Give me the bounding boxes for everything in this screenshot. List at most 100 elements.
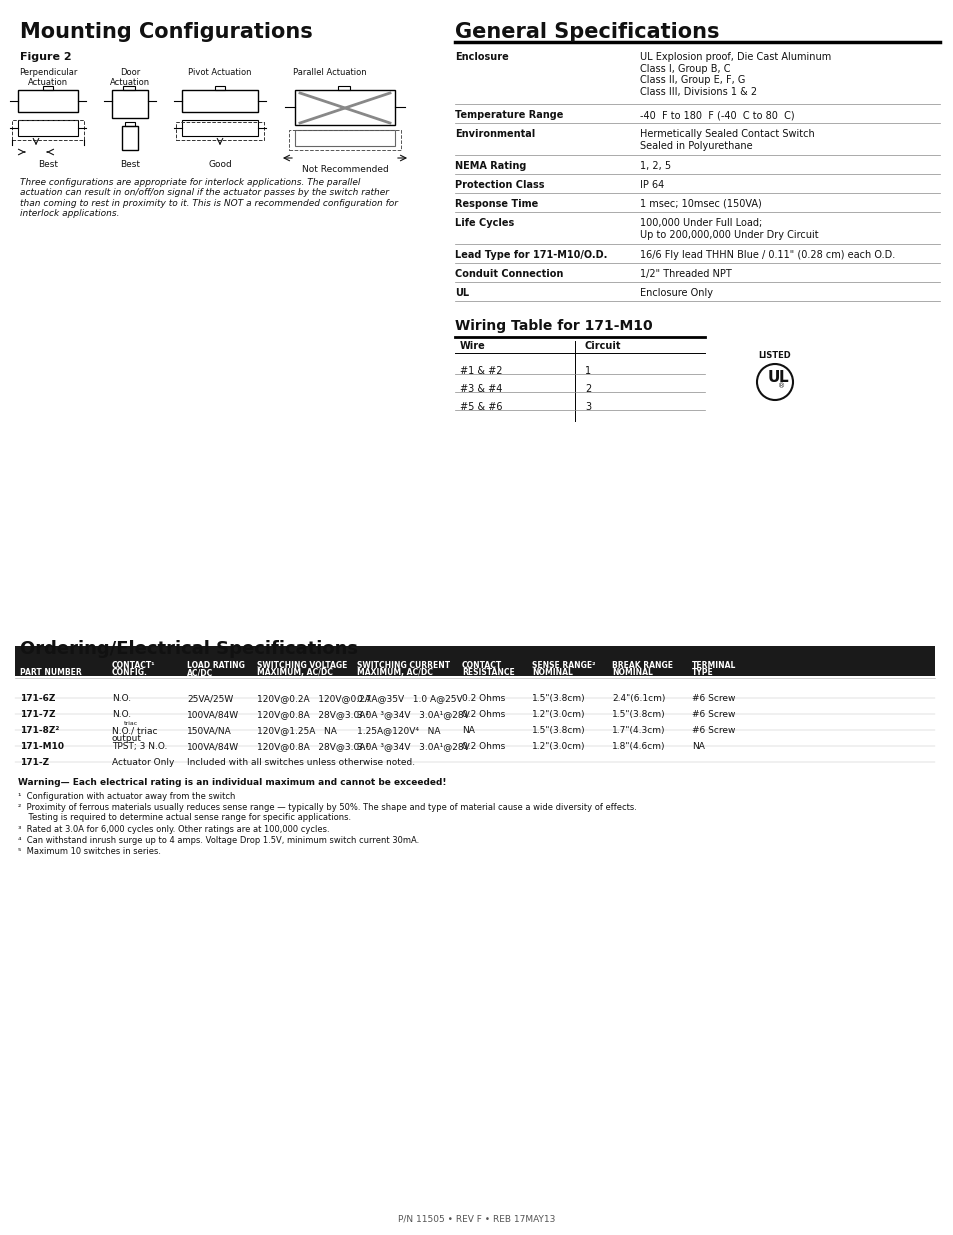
Text: 171-M10: 171-M10 (20, 742, 64, 751)
Bar (125, 122, 135, 126)
Text: Pivot Actuation: Pivot Actuation (188, 68, 252, 77)
Bar (289, 130, 400, 149)
Text: Temperature Range: Temperature Range (455, 110, 563, 120)
Text: Life Cycles: Life Cycles (455, 219, 514, 228)
Bar (123, 86, 135, 90)
Text: Door
Actuation: Door Actuation (110, 68, 150, 88)
Text: TYPE: TYPE (691, 668, 713, 677)
Bar (182, 90, 257, 112)
Text: Circuit: Circuit (584, 341, 620, 351)
Text: Wiring Table for 171-M10: Wiring Table for 171-M10 (455, 319, 652, 333)
Text: 1.5"(3.8cm): 1.5"(3.8cm) (532, 726, 585, 735)
Text: 3: 3 (584, 403, 591, 412)
Text: 120V@1.25A   NA: 120V@1.25A NA (256, 726, 336, 735)
Text: PART NUMBER: PART NUMBER (20, 668, 82, 677)
Text: 0.2 Ohms: 0.2 Ohms (461, 694, 505, 703)
Text: RESISTANCE: RESISTANCE (461, 668, 515, 677)
Text: TPST; 3 N.O.: TPST; 3 N.O. (112, 742, 167, 751)
Text: Actuator Only: Actuator Only (112, 758, 174, 767)
Text: General Specifications: General Specifications (455, 22, 719, 42)
Text: #5 & #6: #5 & #6 (459, 403, 502, 412)
Text: 2: 2 (584, 384, 591, 394)
Text: Ordering/Electrical Specifications: Ordering/Electrical Specifications (20, 640, 357, 658)
Text: UL Explosion proof, Die Cast Aluminum
Class I, Group B, C
Class II, Group E, F, : UL Explosion proof, Die Cast Aluminum Cl… (639, 52, 830, 96)
Bar (175, 122, 264, 140)
Text: 150VA/NA: 150VA/NA (187, 726, 232, 735)
Text: U: U (767, 369, 780, 384)
Text: 2.4"(6.1cm): 2.4"(6.1cm) (612, 694, 664, 703)
Text: Environmental: Environmental (455, 128, 535, 140)
Text: AC/DC: AC/DC (187, 668, 213, 677)
Text: CONTACT¹: CONTACT¹ (112, 661, 155, 671)
Text: #6 Screw: #6 Screw (691, 726, 735, 735)
Text: #6 Screw: #6 Screw (691, 694, 735, 703)
Text: MAXIMUM, AC/DC: MAXIMUM, AC/DC (256, 668, 333, 677)
Text: 1.7"(4.3cm): 1.7"(4.3cm) (612, 726, 665, 735)
Bar (15, 646, 934, 676)
Text: Best: Best (120, 161, 140, 169)
Text: Included with all switches unless otherwise noted.: Included with all switches unless otherw… (187, 758, 415, 767)
Text: Not Recommended: Not Recommended (301, 165, 388, 174)
Text: 171-7Z: 171-7Z (20, 710, 55, 719)
Text: 0.7A@35V   1.0 A@25V: 0.7A@35V 1.0 A@25V (356, 694, 462, 703)
Text: N.O.: N.O. (112, 694, 131, 703)
Bar (122, 126, 138, 149)
Text: LOAD RATING: LOAD RATING (187, 661, 245, 671)
Text: Enclosure Only: Enclosure Only (639, 288, 712, 298)
Text: Perpendicular
Actuation: Perpendicular Actuation (19, 68, 77, 88)
Text: -40  F to 180  F (-40  C to 80  C): -40 F to 180 F (-40 C to 80 C) (639, 110, 794, 120)
Bar (294, 90, 395, 125)
Text: BREAK RANGE: BREAK RANGE (612, 661, 672, 671)
Text: 25VA/25W: 25VA/25W (187, 694, 233, 703)
Text: 1.2"(3.0cm): 1.2"(3.0cm) (532, 742, 585, 751)
Text: SWITCHING VOLTAGE: SWITCHING VOLTAGE (256, 661, 347, 671)
Text: 120V@0.2A   120V@0.2A: 120V@0.2A 120V@0.2A (256, 694, 371, 703)
Text: 171-Z: 171-Z (20, 758, 49, 767)
Text: SWITCHING CURRENT: SWITCHING CURRENT (356, 661, 450, 671)
Text: NOMINAL: NOMINAL (612, 668, 652, 677)
Bar (12, 120, 84, 140)
Text: 1, 2, 5: 1, 2, 5 (639, 161, 670, 170)
Text: #6 Screw: #6 Screw (691, 710, 735, 719)
Text: 171-6Z: 171-6Z (20, 694, 55, 703)
Bar (43, 86, 53, 90)
Text: 3.0A ³@34V   3.0A¹@28V: 3.0A ³@34V 3.0A¹@28V (356, 710, 469, 719)
Text: 100VA/84W: 100VA/84W (187, 710, 239, 719)
Text: LISTED: LISTED (758, 352, 791, 361)
Text: 1.2"(3.0cm): 1.2"(3.0cm) (532, 710, 585, 719)
Text: 1: 1 (584, 366, 591, 375)
Text: Wire: Wire (459, 341, 485, 351)
Text: Best: Best (38, 161, 58, 169)
Text: CONFIG.: CONFIG. (112, 668, 148, 677)
Bar (214, 86, 225, 90)
Text: 120V@0.8A   28V@3.0A¹: 120V@0.8A 28V@3.0A¹ (256, 710, 369, 719)
Bar (18, 120, 78, 136)
Text: NOMINAL: NOMINAL (532, 668, 572, 677)
Text: #3 & #4: #3 & #4 (459, 384, 502, 394)
Text: 1.25A@120V⁴   NA: 1.25A@120V⁴ NA (356, 726, 440, 735)
Bar (337, 86, 350, 90)
Text: SENSE RANGE²: SENSE RANGE² (532, 661, 595, 671)
Text: NA: NA (691, 742, 704, 751)
Text: 16/6 Fly lead THHN Blue / 0.11" (0.28 cm) each O.D.: 16/6 Fly lead THHN Blue / 0.11" (0.28 cm… (639, 249, 894, 261)
Text: ¹  Configuration with actuator away from the switch: ¹ Configuration with actuator away from … (18, 792, 235, 802)
Text: 0.2 Ohms: 0.2 Ohms (461, 742, 505, 751)
Bar (294, 130, 395, 146)
Text: N.O./ triac: N.O./ triac (112, 726, 157, 735)
Text: Conduit Connection: Conduit Connection (455, 269, 563, 279)
Text: Enclosure: Enclosure (455, 52, 508, 62)
Text: Good: Good (208, 161, 232, 169)
Text: ²  Proximity of ferrous materials usually reduces sense range — typically by 50%: ² Proximity of ferrous materials usually… (18, 803, 637, 823)
Text: N.O.: N.O. (112, 710, 131, 719)
Text: P/N 11505 • REV F • REB 17MAY13: P/N 11505 • REV F • REB 17MAY13 (398, 1215, 555, 1224)
Text: L: L (779, 369, 788, 384)
Text: ³  Rated at 3.0A for 6,000 cycles only. Other ratings are at 100,000 cycles.: ³ Rated at 3.0A for 6,000 cycles only. O… (18, 825, 330, 834)
Text: CONTACT: CONTACT (461, 661, 501, 671)
Text: 171-8Z²: 171-8Z² (20, 726, 59, 735)
Text: 100,000 Under Full Load;
Up to 200,000,000 Under Dry Circuit: 100,000 Under Full Load; Up to 200,000,0… (639, 219, 818, 240)
Text: IP 64: IP 64 (639, 180, 663, 190)
Text: #1 & #2: #1 & #2 (459, 366, 502, 375)
Text: Three configurations are appropriate for interlock applications. The parallel
ac: Three configurations are appropriate for… (20, 178, 397, 219)
Text: Lead Type for 171-M10/O.D.: Lead Type for 171-M10/O.D. (455, 249, 607, 261)
Text: 3.0A ³@34V   3.0A¹@28V: 3.0A ³@34V 3.0A¹@28V (356, 742, 469, 751)
